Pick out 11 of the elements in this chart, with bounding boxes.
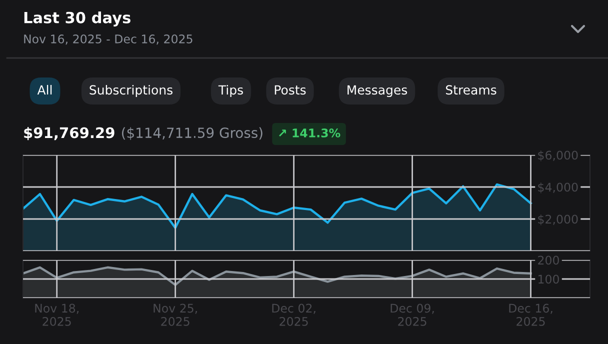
text: Subscriptions [90,84,172,98]
text: Posts [274,85,306,95]
chart-title: Last 30 days [24,12,130,26]
chart-subtitle: Nov 16, 2025 - Dec 16, 2025 [24,34,192,45]
text: ↗ 141.3% [279,128,340,138]
text: $91,769.29 [24,126,114,140]
text: Messages [348,85,408,98]
text: Streams [446,85,496,95]
text: ($114,711.59 Gross) [122,127,262,140]
text: Tips [218,84,243,98]
text: All [37,84,52,94]
